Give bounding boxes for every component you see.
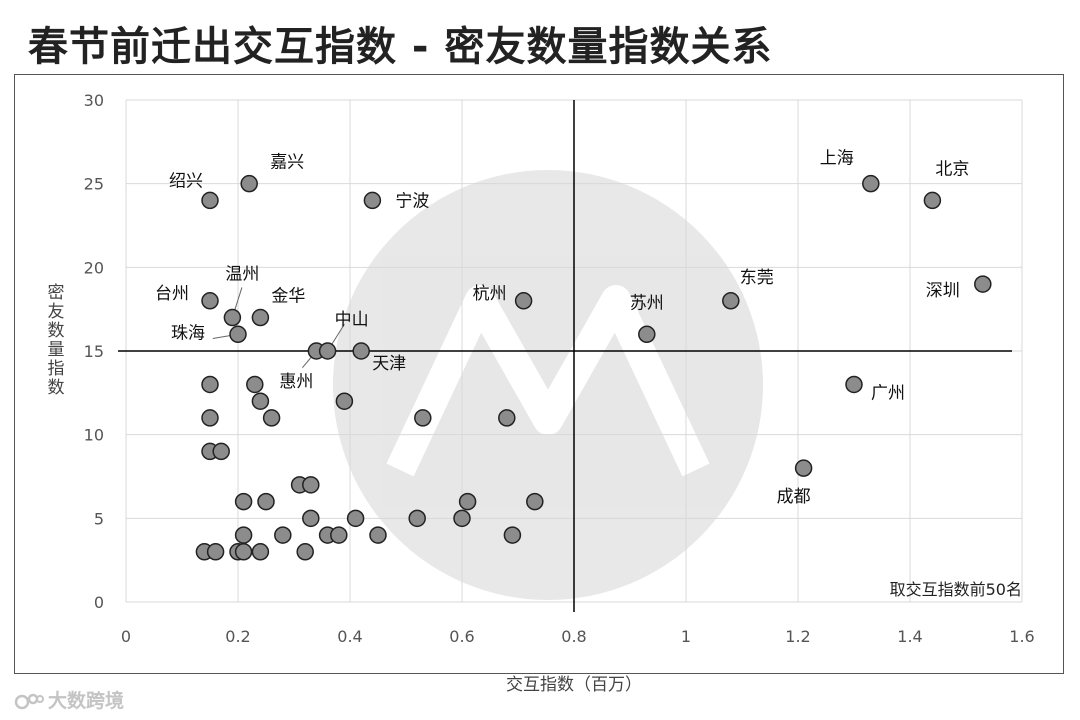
footer-brand: 大数跨境 [14, 686, 124, 713]
data-point [251, 392, 270, 410]
data-point [234, 526, 253, 544]
data-point [453, 509, 471, 528]
data-point [330, 526, 348, 544]
y-tick-label: 30 [84, 91, 104, 110]
y-tick-label: 5 [94, 509, 104, 528]
data-point [206, 543, 225, 561]
point-label: 杭州 [473, 284, 507, 304]
brand-logo-icon [14, 693, 44, 709]
data-point [212, 442, 230, 461]
data-point [363, 191, 382, 210]
point-label: 天津 [372, 354, 406, 374]
y-tick-label: 25 [84, 175, 104, 194]
data-point [302, 476, 320, 494]
x-tick-label: 1.6 [1009, 627, 1034, 646]
data-point [201, 191, 219, 210]
y-tick-label: 10 [84, 426, 104, 445]
data-point [369, 526, 387, 544]
data-point [498, 409, 516, 427]
data-points [195, 174, 992, 561]
data-point [638, 325, 656, 344]
data-point [296, 543, 314, 561]
x-tick-label: 0.8 [561, 627, 586, 646]
data-point [974, 275, 992, 293]
x-tick-label: 1.2 [785, 627, 810, 646]
data-point [234, 492, 253, 511]
data-point [201, 375, 219, 394]
point-label: 惠州 [279, 372, 313, 392]
y-axis-title: 密友数量指数 [48, 283, 65, 398]
data-point [240, 174, 258, 193]
annotation-text: 取交互指数前50名 [890, 580, 1022, 599]
point-label: 温州 [225, 265, 259, 285]
point-label: 上海 [820, 149, 854, 169]
point-label: 珠海 [171, 323, 205, 343]
data-point [223, 308, 242, 327]
data-point [352, 342, 370, 360]
page-title: 春节前迁出交互指数 - 密友数量指数关系 [28, 24, 773, 70]
data-point [458, 492, 477, 511]
data-point [923, 191, 942, 210]
point-label: 深圳 [926, 281, 960, 301]
data-point [845, 375, 863, 394]
data-point [234, 543, 253, 561]
y-tick-label: 20 [84, 258, 104, 277]
data-point [794, 459, 813, 477]
data-point [862, 174, 880, 193]
x-tick-label: 1 [681, 627, 691, 646]
point-label: 中山 [335, 310, 369, 330]
x-tick-label: 0.6 [449, 627, 474, 646]
point-label: 金华 [271, 287, 305, 307]
data-point [503, 526, 522, 544]
point-label: 苏州 [630, 293, 664, 313]
point-label: 东莞 [740, 268, 774, 288]
data-point [262, 409, 281, 427]
data-point [251, 543, 270, 561]
point-label: 成都 [777, 487, 811, 507]
point-label: 广州 [871, 383, 905, 403]
x-tick-label: 1.4 [897, 627, 922, 646]
data-point [257, 492, 275, 511]
data-point [201, 292, 219, 310]
data-point [201, 409, 219, 427]
axes: 0 5 10 15 20 25 30 0 0.2 0.4 0.6 0.8 1 1.2 1.4 1.6 [84, 91, 1035, 646]
point-label: 绍兴 [169, 171, 203, 191]
data-point [414, 409, 432, 427]
x-tick-label: 0 [121, 627, 131, 646]
data-point [229, 325, 247, 344]
data-point [346, 509, 365, 528]
data-point [318, 342, 337, 360]
data-point [335, 392, 354, 410]
x-axis-title: 交互指数（百万） [506, 675, 642, 695]
point-label: 宁波 [395, 191, 429, 211]
data-point [274, 526, 292, 544]
data-point [302, 509, 320, 528]
y-tick-label: 0 [94, 593, 104, 612]
data-point [246, 375, 264, 394]
y-tick-label: 15 [84, 342, 104, 361]
point-label: 北京 [935, 159, 969, 179]
point-label: 嘉兴 [270, 153, 304, 173]
point-label: 台州 [155, 284, 189, 304]
data-point [408, 509, 426, 528]
watermark-logo [333, 170, 763, 600]
data-point [514, 292, 533, 310]
chart-frame [14, 74, 1064, 674]
brand-name: 大数跨境 [48, 690, 125, 712]
reference-lines [118, 100, 1012, 612]
data-point [722, 292, 740, 310]
x-tick-label: 0.4 [337, 627, 362, 646]
data-point [251, 308, 270, 327]
data-point [526, 492, 544, 511]
x-tick-label: 0.2 [225, 627, 250, 646]
